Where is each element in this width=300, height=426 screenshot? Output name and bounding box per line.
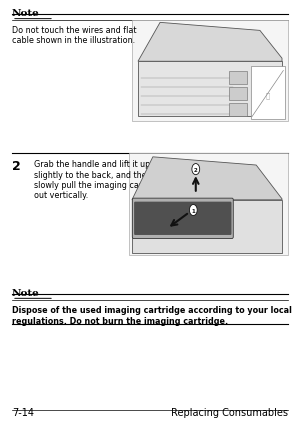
Text: 2: 2 <box>194 167 198 172</box>
Text: 2: 2 <box>12 160 21 173</box>
Circle shape <box>189 205 197 216</box>
Circle shape <box>192 164 200 175</box>
Polygon shape <box>138 23 282 62</box>
Polygon shape <box>132 158 282 200</box>
Bar <box>229 104 247 117</box>
Text: Dispose of the used imaging cartridge according to your local
regulations. Do no: Dispose of the used imaging cartridge ac… <box>12 305 292 325</box>
Bar <box>132 200 282 253</box>
Bar <box>138 62 282 117</box>
Text: 7-14: 7-14 <box>12 407 34 417</box>
Text: Replacing Consumables: Replacing Consumables <box>171 407 288 417</box>
Text: Note: Note <box>12 9 40 18</box>
Bar <box>229 72 247 85</box>
Bar <box>229 88 247 101</box>
Text: Grab the handle and lift it up
slightly to the back, and then
slowly pull the im: Grab the handle and lift it up slightly … <box>34 160 167 200</box>
Text: Note: Note <box>12 288 40 297</box>
Bar <box>129 153 288 256</box>
Bar <box>250 67 285 119</box>
Text: Do not touch the wires and flat
cable shown in the illustration.: Do not touch the wires and flat cable sh… <box>12 26 136 45</box>
Text: ✋: ✋ <box>266 92 270 99</box>
FancyBboxPatch shape <box>134 202 232 236</box>
FancyBboxPatch shape <box>132 199 233 239</box>
Text: 1: 1 <box>191 208 195 213</box>
Bar <box>132 21 288 121</box>
